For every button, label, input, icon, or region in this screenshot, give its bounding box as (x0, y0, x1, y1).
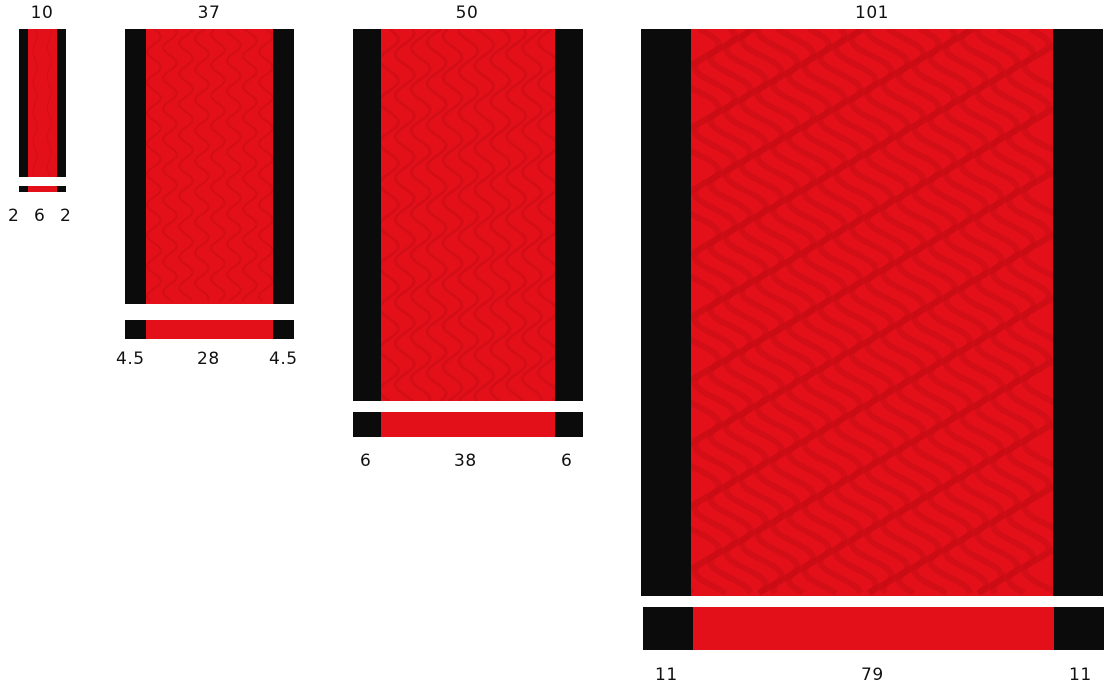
ribbon-2-swatch (125, 29, 294, 304)
ribbon-1-profile-left (19, 186, 29, 192)
ribbon-4-width-label: 101 (855, 3, 889, 23)
ribbon-4-moire-wave (911, 29, 959, 596)
ribbon-2-moire-wave (161, 29, 178, 302)
ribbon-2-profile-center (145, 320, 274, 339)
ribbon-4-center-stripe-label: 79 (861, 665, 884, 685)
ribbon-3-width-label: 50 (455, 3, 479, 23)
ribbon-2-width-label: 37 (197, 3, 221, 23)
ribbon-3-profile-center (380, 412, 556, 437)
ribbon-3-moire-wave (440, 29, 464, 401)
ribbon-4-moire-wave (927, 29, 974, 595)
ribbon-4-right-edge (1052, 29, 1103, 596)
ribbon-1-width-label: 10 (30, 3, 54, 23)
ribbon-3-center-stripe-label: 38 (454, 451, 477, 471)
ribbon-3-right-edge (555, 29, 583, 401)
ribbon-3-moire-wave (424, 29, 448, 401)
ribbon-4-moire-wave (722, 29, 770, 596)
ribbon-4-moire-wave (974, 29, 1021, 596)
ribbon-2-moire-wave (177, 29, 194, 302)
ribbon-2-left-stripe-label: 4.5 (116, 349, 145, 369)
ribbon-4-profile-left (643, 607, 694, 650)
ribbon-4-swatch (641, 29, 1103, 596)
ribbon-1-moire-wave (32, 29, 38, 177)
ribbon-2-profile-bar (125, 320, 294, 339)
ribbon-3-moire-wave (488, 29, 512, 401)
ribbon-4-moire-wave (801, 29, 849, 596)
ribbon-2-center-stripe-label: 28 (197, 349, 220, 369)
ribbon-3-moire-wave (536, 29, 556, 401)
ribbon-3-right-stripe-label: 6 (561, 451, 573, 471)
ribbon-3-profile-left (353, 412, 381, 437)
ribbon-4-moire-wave (707, 29, 754, 595)
ribbon-2-moire-wave (241, 29, 258, 302)
ribbon-4-profile-right (1053, 607, 1104, 650)
ribbon-3-moire-pattern (380, 29, 556, 401)
ribbon-2-left-edge (125, 29, 146, 304)
ribbon-2-moire-wave (193, 29, 210, 302)
ribbon-4-moire-wave (832, 29, 880, 596)
ribbon-1-moire-pattern (32, 29, 52, 177)
ribbon-4-moire-pattern (691, 29, 1053, 596)
ribbon-2-right-stripe-label: 4.5 (269, 349, 298, 369)
ribbon-4-moire-wave (817, 29, 864, 595)
ribbon-1-right-edge (56, 29, 66, 177)
ribbon-1-left-stripe-label: 2 (8, 206, 20, 226)
ribbon-1-moire-wave (47, 29, 52, 177)
ribbon-3-left-edge (353, 29, 381, 401)
ribbon-4-profile-bar (643, 607, 1104, 650)
ribbon-4-profile-center (693, 607, 1054, 650)
ribbon-3-swatch (353, 29, 583, 401)
ribbon-4-moire-wave (738, 29, 786, 596)
ribbon-4-moire-wave (848, 29, 896, 596)
ribbon-4-moire-wave (864, 29, 911, 596)
ribbon-4-right-stripe-label: 11 (1069, 665, 1092, 685)
ribbon-1-profile-right (56, 186, 66, 192)
ribbon-1-profile-center (28, 186, 57, 192)
ribbon-4-moire-wave (958, 29, 1006, 596)
ribbon-4-left-edge (641, 29, 692, 596)
ribbon-3-profile-right (555, 412, 583, 437)
ribbon-3-left-stripe-label: 6 (360, 451, 372, 471)
ribbon-3-moire-wave (409, 29, 432, 401)
ribbon-3-moire-wave (393, 29, 416, 401)
ribbon-3-moire-wave (472, 29, 496, 401)
ribbon-3-center (380, 29, 556, 401)
ribbon-1-profile-bar (19, 186, 66, 192)
ribbon-1-left-edge (19, 29, 29, 177)
ribbon-2-moire-wave (209, 29, 226, 302)
ribbon-2-moire-wave (225, 29, 242, 302)
ribbon-4-center (691, 29, 1053, 596)
ribbon-1-right-stripe-label: 2 (60, 206, 72, 226)
ribbon-3-moire-wave (520, 29, 543, 401)
ribbon-2-moire-wave (257, 29, 274, 302)
ribbon-4-moire-wave (754, 29, 802, 596)
ribbon-1-swatch (19, 29, 66, 177)
ribbon-2-center (145, 29, 274, 304)
ribbon-3-moire-wave (504, 29, 527, 401)
ribbon-3-moire-wave (380, 29, 400, 401)
ribbon-3-moire-wave (456, 29, 480, 401)
ribbon-4-moire-wave (1021, 43, 1053, 595)
ribbon-3-profile-bar (353, 412, 583, 437)
ribbon-2-profile-right (273, 320, 294, 339)
ribbon-1-center-stripe-label: 6 (34, 206, 46, 226)
ribbon-4-moire-wave (942, 29, 990, 596)
ribbon-4-moire-wave (691, 29, 739, 596)
ribbon-2-moire-pattern (145, 29, 274, 302)
ribbon-2-profile-left (125, 320, 146, 339)
ribbon-4-left-stripe-label: 11 (655, 665, 678, 685)
ribbon-2-moire-wave (145, 29, 162, 302)
ribbon-2-right-edge (273, 29, 294, 304)
ribbon-1-center (28, 29, 57, 177)
